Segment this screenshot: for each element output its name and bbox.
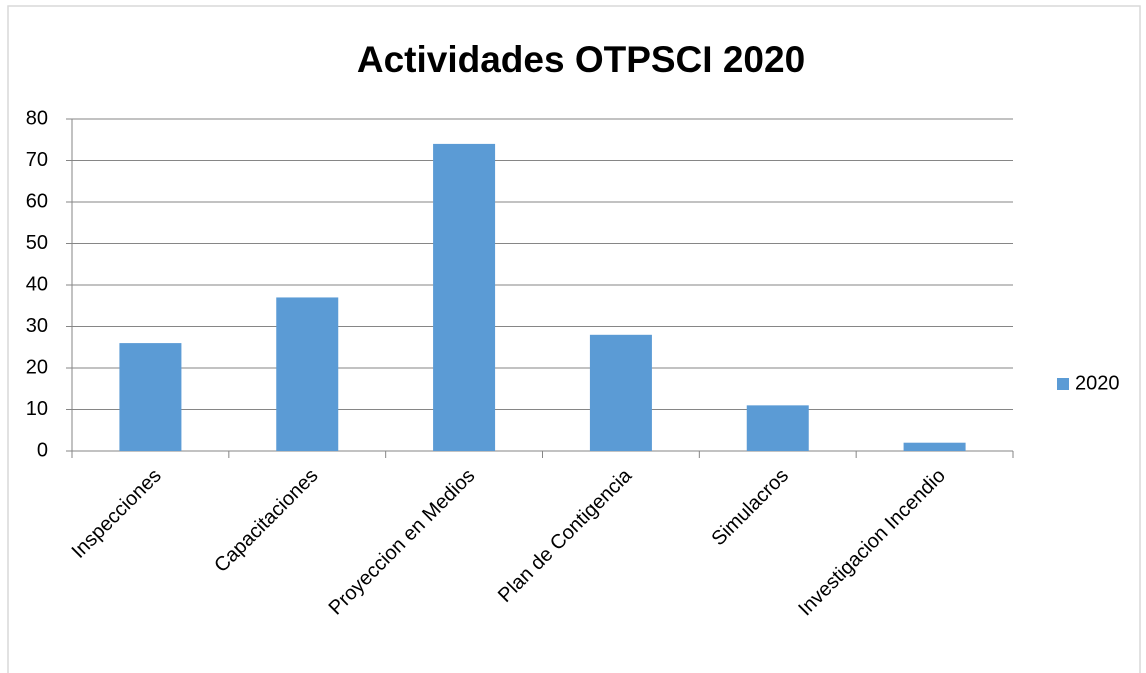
legend-label: 2020 [1075, 372, 1120, 394]
y-tick-label: 20 [26, 356, 48, 378]
y-tick-label: 50 [26, 232, 48, 254]
bar [746, 405, 809, 451]
y-tick-label: 40 [26, 273, 48, 295]
y-tick-label: 80 [26, 107, 48, 129]
y-tick-label: 30 [26, 315, 48, 337]
bar [589, 334, 652, 451]
legend-swatch [1057, 378, 1069, 390]
bar [903, 442, 966, 451]
y-tick-label: 10 [26, 398, 48, 420]
chart-border [7, 5, 1141, 673]
y-tick-label: 0 [37, 439, 48, 461]
bar [276, 297, 339, 451]
bar [119, 343, 182, 451]
bar [433, 143, 496, 451]
y-tick-label: 60 [26, 190, 48, 212]
y-tick-label: 70 [26, 149, 48, 171]
chart-title: Actividades OTPSCI 2020 [357, 39, 805, 80]
